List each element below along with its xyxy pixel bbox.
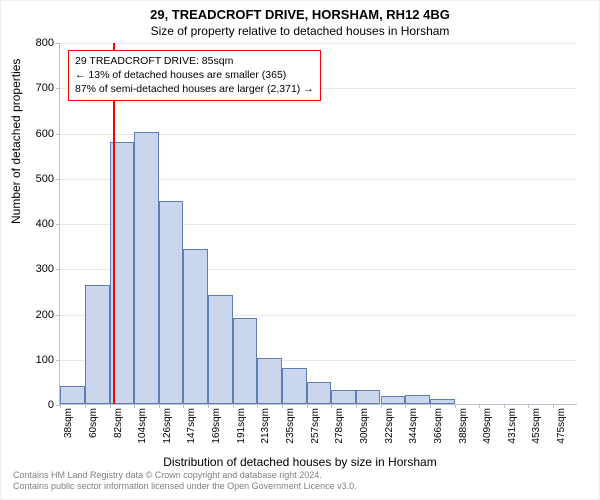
- xtick-mark: [110, 404, 111, 408]
- ytick-label: 700: [36, 82, 54, 94]
- xtick-label: 82sqm: [113, 408, 124, 438]
- histogram-bar: [208, 295, 233, 404]
- xtick-mark: [356, 404, 357, 408]
- xtick-mark: [183, 404, 184, 408]
- xtick-label: 147sqm: [186, 408, 197, 444]
- ytick-mark: [56, 224, 60, 225]
- xtick-label: 322sqm: [384, 408, 395, 444]
- attribution-line-1: Contains HM Land Registry data © Crown c…: [13, 470, 357, 482]
- xtick-label: 453sqm: [531, 408, 542, 444]
- xtick-mark: [455, 404, 456, 408]
- ytick-label: 100: [36, 354, 54, 366]
- xtick-mark: [159, 404, 160, 408]
- xtick-mark: [331, 404, 332, 408]
- histogram-bar: [60, 386, 85, 404]
- xtick-mark: [553, 404, 554, 408]
- xtick-label: 191sqm: [236, 408, 247, 444]
- xtick-label: 60sqm: [88, 408, 99, 438]
- plot-area: 010020030040050060070080038sqm60sqm82sqm…: [59, 43, 577, 405]
- xtick-label: 431sqm: [507, 408, 518, 444]
- ytick-label: 300: [36, 263, 54, 275]
- attribution-line-2: Contains public sector information licen…: [13, 481, 357, 493]
- ytick-mark: [56, 88, 60, 89]
- xtick-mark: [134, 404, 135, 408]
- xtick-mark: [233, 404, 234, 408]
- chart-subtitle: Size of property relative to detached ho…: [1, 22, 599, 38]
- xtick-label: 344sqm: [408, 408, 419, 444]
- chart-card: 29, TREADCROFT DRIVE, HORSHAM, RH12 4BG …: [0, 0, 600, 500]
- ytick-mark: [56, 43, 60, 44]
- ytick-label: 400: [36, 218, 54, 230]
- chart-title: 29, TREADCROFT DRIVE, HORSHAM, RH12 4BG: [1, 1, 599, 22]
- xtick-label: 213sqm: [260, 408, 271, 444]
- gridline: [60, 43, 577, 44]
- histogram-bar: [134, 132, 159, 404]
- x-axis-label: Distribution of detached houses by size …: [1, 455, 599, 469]
- xtick-mark: [282, 404, 283, 408]
- xtick-label: 38sqm: [63, 408, 74, 438]
- ytick-label: 500: [36, 173, 54, 185]
- ytick-mark: [56, 179, 60, 180]
- ytick-label: 800: [36, 37, 54, 49]
- xtick-label: 126sqm: [162, 408, 173, 444]
- xtick-mark: [307, 404, 308, 408]
- xtick-mark: [60, 404, 61, 408]
- xtick-mark: [528, 404, 529, 408]
- info-line-1: 29 TREADCROFT DRIVE: 85sqm: [75, 54, 314, 68]
- xtick-mark: [504, 404, 505, 408]
- histogram-bar: [233, 318, 258, 404]
- xtick-label: 388sqm: [458, 408, 469, 444]
- ytick-label: 0: [48, 399, 54, 411]
- gridline: [60, 405, 577, 406]
- ytick-mark: [56, 134, 60, 135]
- xtick-label: 366sqm: [433, 408, 444, 444]
- ytick-mark: [56, 269, 60, 270]
- xtick-mark: [405, 404, 406, 408]
- ytick-label: 600: [36, 128, 54, 140]
- xtick-mark: [208, 404, 209, 408]
- xtick-label: 104sqm: [137, 408, 148, 444]
- xtick-mark: [381, 404, 382, 408]
- xtick-label: 475sqm: [556, 408, 567, 444]
- histogram-bar: [331, 390, 356, 404]
- info-line-2: ← 13% of detached houses are smaller (36…: [75, 68, 314, 82]
- xtick-mark: [85, 404, 86, 408]
- ytick-mark: [56, 315, 60, 316]
- histogram-bar: [282, 368, 307, 404]
- xtick-label: 257sqm: [310, 408, 321, 444]
- xtick-label: 278sqm: [334, 408, 345, 444]
- ytick-mark: [56, 360, 60, 361]
- histogram-bar: [405, 395, 430, 404]
- property-info-box: 29 TREADCROFT DRIVE: 85sqm ← 13% of deta…: [68, 50, 321, 101]
- histogram-bar: [183, 249, 208, 404]
- histogram-bar: [257, 358, 282, 404]
- attribution-text: Contains HM Land Registry data © Crown c…: [13, 470, 357, 493]
- histogram-bar: [356, 390, 381, 404]
- histogram-bar: [307, 382, 331, 404]
- xtick-mark: [430, 404, 431, 408]
- xtick-mark: [257, 404, 258, 408]
- xtick-label: 169sqm: [211, 408, 222, 444]
- histogram-bar: [159, 201, 183, 404]
- ytick-label: 200: [36, 309, 54, 321]
- histogram-bar: [430, 399, 455, 404]
- histogram-bar: [381, 396, 406, 404]
- xtick-label: 409sqm: [482, 408, 493, 444]
- xtick-label: 300sqm: [359, 408, 370, 444]
- xtick-mark: [479, 404, 480, 408]
- y-axis-label: Number of detached properties: [9, 59, 23, 224]
- histogram-bar: [85, 285, 110, 404]
- xtick-label: 235sqm: [285, 408, 296, 444]
- info-line-3: 87% of semi-detached houses are larger (…: [75, 82, 314, 96]
